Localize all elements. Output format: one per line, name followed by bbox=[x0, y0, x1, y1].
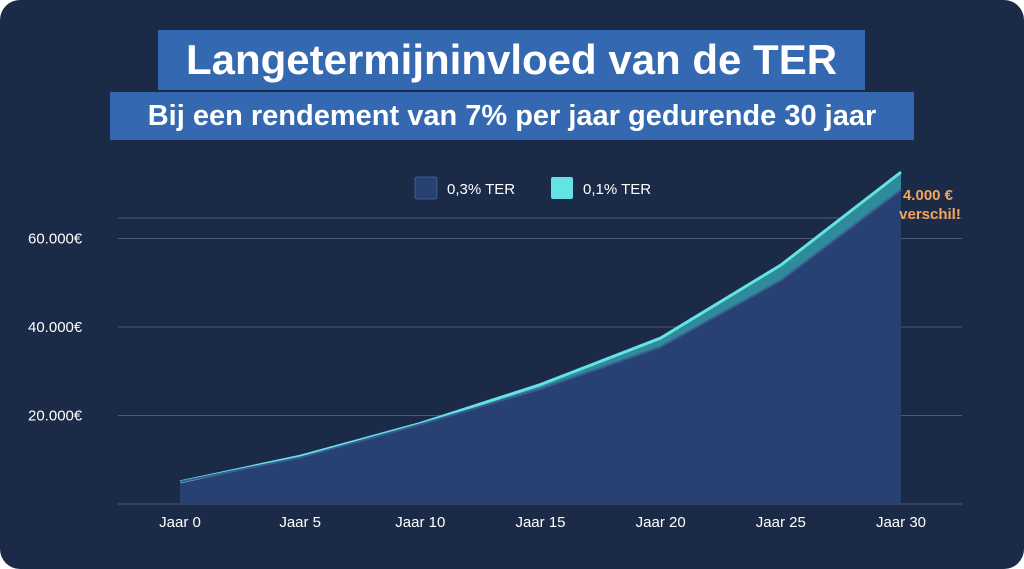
legend-swatch-0-3-ter bbox=[414, 176, 438, 200]
legend-label-0-3-ter: 0,3% TER bbox=[447, 181, 515, 198]
axis-labels: Jaar 0 Jaar 5 Jaar 10 Jaar 15 Jaar 20 Jaar 25… bbox=[28, 231, 926, 532]
line-0-3-ter bbox=[179, 189, 902, 483]
annotation-amount: 4.000 € bbox=[903, 187, 954, 204]
x-tick-label: Jaar 0 bbox=[159, 514, 201, 531]
legend-label-0-1-ter: 0,1% TER bbox=[583, 181, 651, 198]
chart-title: Langetermijninvloed van de TER bbox=[158, 30, 865, 90]
x-tick-label: Jaar 10 bbox=[395, 514, 445, 531]
y-tick-label: 40.000€ bbox=[28, 319, 83, 336]
y-tick-label: 20.000€ bbox=[28, 408, 83, 425]
x-tick-label: Jaar 5 bbox=[279, 514, 321, 531]
series-areas bbox=[179, 170, 902, 504]
area-0-3-ter bbox=[180, 189, 901, 504]
x-tick-label: Jaar 25 bbox=[756, 514, 806, 531]
chart-subtitle: Bij een rendement van 7% per jaar gedure… bbox=[110, 92, 914, 140]
x-tick-label: Jaar 15 bbox=[515, 514, 565, 531]
x-tick-label: Jaar 20 bbox=[636, 514, 686, 531]
y-tick-label: 60.000€ bbox=[28, 231, 83, 248]
difference-annotation: 4.000 € verschil! bbox=[899, 187, 961, 223]
legend-swatch-0-1-ter bbox=[551, 177, 573, 199]
x-tick-label: Jaar 30 bbox=[876, 514, 926, 531]
line-0-1-ter bbox=[179, 170, 902, 484]
legend: 0,3% TER 0,1% TER bbox=[414, 176, 651, 200]
annotation-label: verschil! bbox=[899, 206, 961, 223]
